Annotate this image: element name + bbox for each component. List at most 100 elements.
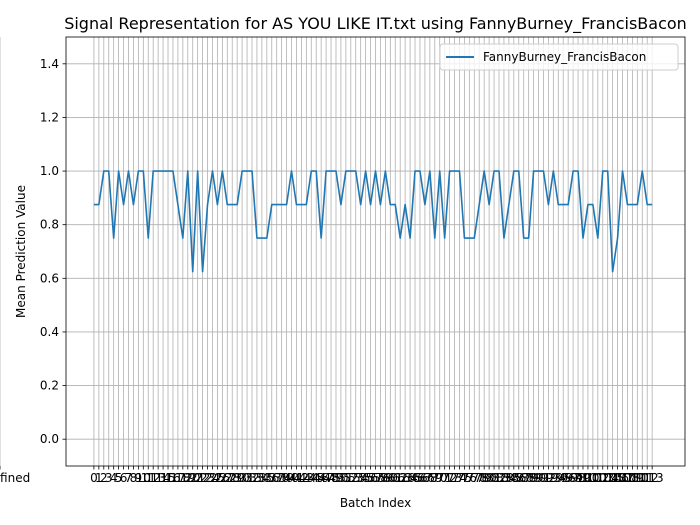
legend: FannyBurney_FrancisBacon <box>439 43 679 71</box>
x-tick-label: 92 <box>541 471 556 485</box>
x-tick-label: 16 <box>165 471 180 485</box>
x-tick-label: 45 <box>309 471 324 485</box>
x-tick-label: 20 <box>185 471 200 485</box>
x-tick-label: undefined <box>0 471 30 485</box>
x-tick-label: 50 <box>333 471 348 485</box>
x-tick-label: 85 <box>506 471 521 485</box>
x-tick-label: 11 <box>141 471 156 485</box>
x-tick-label: 52 <box>343 471 358 485</box>
x-tick-label: 95 <box>556 471 571 485</box>
y-axis-label: Mean Prediction Value <box>14 185 28 318</box>
x-tick-label: 34 <box>254 471 269 485</box>
x-tick-label: 30 <box>234 471 249 485</box>
x-tick-label: 64 <box>402 471 417 485</box>
x-tick-label: 71 <box>437 471 452 485</box>
x-tick-label: 75 <box>457 471 472 485</box>
x-tick-label: 15 <box>160 471 175 485</box>
x-tick-label: 94 <box>551 471 566 485</box>
x-tick-label: 9 <box>135 471 143 485</box>
x-tick-label: 86 <box>511 471 526 485</box>
x-tick-label: 70 <box>432 471 447 485</box>
x-tick-label: 68 <box>422 471 437 485</box>
x-tick-label: 43 <box>299 471 314 485</box>
x-tick-label: 56 <box>363 471 378 485</box>
x-tick-label: 97 <box>565 471 580 485</box>
x-tick-label: 17 <box>170 471 185 485</box>
x-tick-label: 82 <box>491 471 506 485</box>
x-tick-label: 55 <box>358 471 373 485</box>
x-tick-label: 22 <box>195 471 210 485</box>
x-tick-label: 91 <box>536 471 551 485</box>
x-tick-label: 41 <box>289 471 304 485</box>
x-tick-label: 4 <box>110 471 118 485</box>
x-tick-label: 106 <box>606 471 629 485</box>
x-tick-label: 25 <box>210 471 225 485</box>
x-tick-label: 58 <box>373 471 388 485</box>
x-tick-label: 73 <box>447 471 462 485</box>
x-tick-label: 1 <box>95 471 103 485</box>
x-tick-label: 13 <box>150 471 165 485</box>
x-tick-label: 112 <box>636 471 659 485</box>
y-tick-label: 0.6 <box>40 271 59 285</box>
x-tick-label: 26 <box>215 471 230 485</box>
x-tick-label: 72 <box>442 471 457 485</box>
y-axis-ticks: 0.0 0.2 0.4 0.6 0.8 1.0 1.2 1.4 <box>40 57 66 446</box>
x-tick-label: 5 <box>115 471 123 485</box>
x-tick-label: 96 <box>561 471 576 485</box>
series-line-fannyburney-francisbacon <box>93 170 653 273</box>
x-tick-label: 57 <box>368 471 383 485</box>
x-tick-label: 90 <box>531 471 546 485</box>
y-tick-label: 1.2 <box>40 110 59 124</box>
x-tick-label: 0 <box>90 471 98 485</box>
x-tick-label: 102 <box>586 471 609 485</box>
x-tick-label: 62 <box>393 471 408 485</box>
x-tick-label: 104 <box>596 471 619 485</box>
chart-title: Signal Representation for AS YOU LIKE IT… <box>64 14 687 34</box>
x-tick-label: 47 <box>318 471 333 485</box>
x-tick-label: 59 <box>378 471 393 485</box>
x-tick-label: 46 <box>314 471 329 485</box>
x-tick-label: 38 <box>274 471 289 485</box>
x-tick-label: 48 <box>323 471 338 485</box>
series-layer <box>93 170 653 273</box>
x-tick-label: 10 <box>136 471 151 485</box>
x-tick-label: 36 <box>264 471 279 485</box>
x-tick-label: 79 <box>477 471 492 485</box>
y-tick-label: 0.4 <box>40 325 59 339</box>
x-tick-label: 81 <box>486 471 501 485</box>
x-tick-label: 77 <box>467 471 482 485</box>
x-tick-label: 89 <box>526 471 541 485</box>
x-tick-label: 27 <box>220 471 235 485</box>
legend-label: FannyBurney_FrancisBacon <box>483 50 646 64</box>
x-tick-label: 19 <box>180 471 195 485</box>
x-tick-label: 18 <box>175 471 190 485</box>
x-tick-label: 69 <box>427 471 442 485</box>
y-tick-label: 1.4 <box>40 57 59 71</box>
x-tick-label: 54 <box>353 471 368 485</box>
x-tick-label: 12 <box>146 471 161 485</box>
x-tick-label: 8 <box>130 471 138 485</box>
x-tick-label: 109 <box>621 471 644 485</box>
x-tick-label: 87 <box>516 471 531 485</box>
x-tick-label: 78 <box>472 471 487 485</box>
x-tick-label: 3 <box>105 471 113 485</box>
x-tick-label: 51 <box>338 471 353 485</box>
x-tick-label: 93 <box>546 471 561 485</box>
x-tick-label: 7 <box>125 471 133 485</box>
x-tick-label: 37 <box>269 471 284 485</box>
x-tick-label: 32 <box>244 471 259 485</box>
x-tick-label: 40 <box>284 471 299 485</box>
x-tick-label: 65 <box>407 471 422 485</box>
x-tick-label: 63 <box>398 471 413 485</box>
legend-box <box>439 43 679 71</box>
x-tick-label: 61 <box>388 471 403 485</box>
y-tick-label: 1.0 <box>40 164 59 178</box>
x-tick-label: 35 <box>259 471 274 485</box>
x-tick-label: 84 <box>501 471 516 485</box>
y-tick-label: 0.0 <box>40 432 59 446</box>
x-tick-label: 6 <box>120 471 128 485</box>
x-tick-label: 60 <box>383 471 398 485</box>
x-tick-label: 39 <box>279 471 294 485</box>
